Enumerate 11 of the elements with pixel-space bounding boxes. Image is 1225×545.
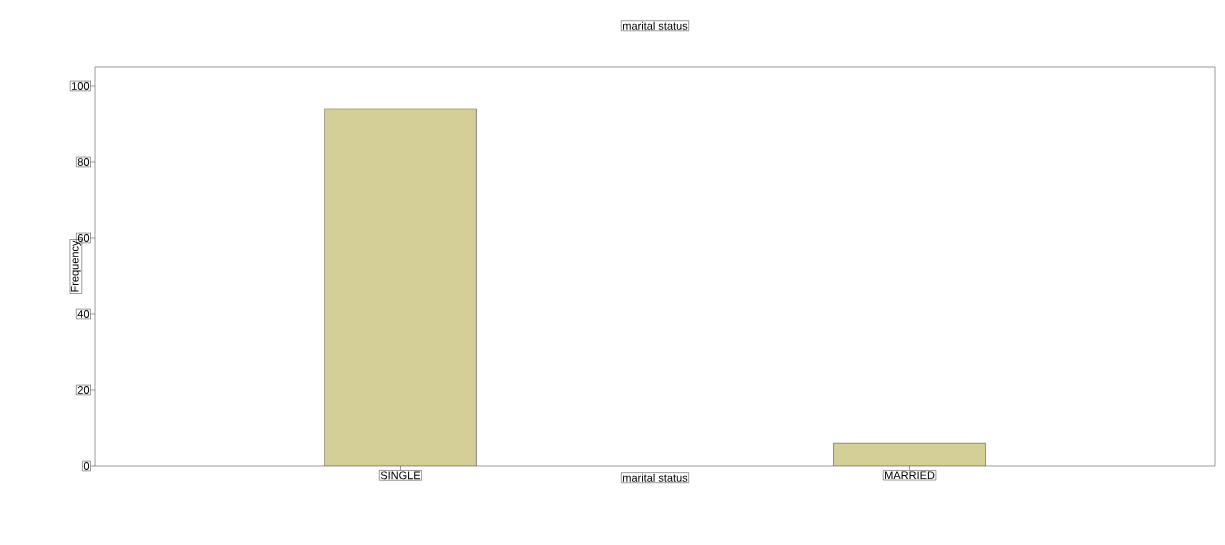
- y-tick-label: 60: [77, 234, 90, 242]
- y-tick-label: 20: [77, 386, 90, 394]
- y-tick-label: 0: [83, 462, 90, 470]
- x-tick-label: SINGLE: [380, 471, 421, 480]
- x-axis-title: marital status: [623, 473, 688, 482]
- y-tick-label: 80: [77, 158, 90, 166]
- chart-title: marital status: [623, 21, 688, 30]
- y-axis-title: Frequency: [70, 240, 81, 292]
- x-tick-label: MARRIED: [885, 471, 935, 480]
- y-tick-label: 100: [72, 82, 90, 90]
- y-tick-label: 40: [77, 310, 90, 318]
